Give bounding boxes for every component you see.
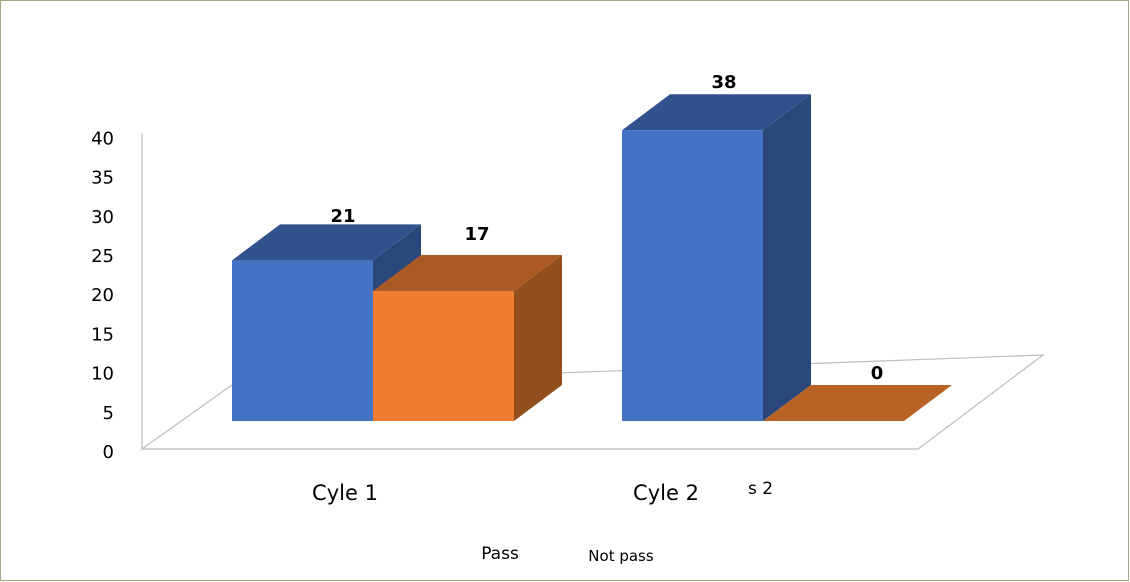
category-label-cyle-1: Cyle 1: [312, 481, 378, 505]
y-tick-label: 25: [91, 246, 114, 267]
y-tick-label: 20: [91, 285, 114, 306]
bar-not-pass-2: [763, 385, 952, 421]
bar-side: [514, 254, 562, 421]
data-label: 0: [871, 363, 884, 384]
bar-front: [622, 130, 763, 422]
bar-top: [763, 385, 952, 421]
data-label: 38: [711, 72, 736, 93]
bar-not-pass-1: [373, 254, 562, 421]
stray-series-label: s 2: [748, 479, 773, 499]
y-tick-label: 35: [91, 168, 114, 189]
bar-top: [373, 254, 562, 291]
bar-top: [232, 224, 421, 261]
bar-front: [373, 290, 514, 421]
y-tick-label: 5: [103, 403, 114, 424]
category-label-cyle-2: Cyle 2: [633, 481, 699, 505]
y-tick-label: 10: [91, 364, 114, 385]
chart-floor: [140, 354, 1045, 450]
bar-top: [622, 94, 811, 131]
legend-item-pass: Pass: [481, 544, 519, 564]
y-tick-label: 0: [103, 442, 114, 463]
bar-side: [763, 94, 811, 422]
y-tick-label: 40: [91, 128, 114, 149]
bar-pass-2: [622, 94, 811, 422]
legend-item-not-pass: Not pass: [588, 547, 654, 565]
y-tick-label: 30: [91, 207, 114, 228]
bar-front: [232, 260, 373, 421]
data-label: 21: [330, 206, 355, 227]
y-tick-label: 15: [91, 324, 114, 345]
data-label: 17: [464, 224, 489, 245]
